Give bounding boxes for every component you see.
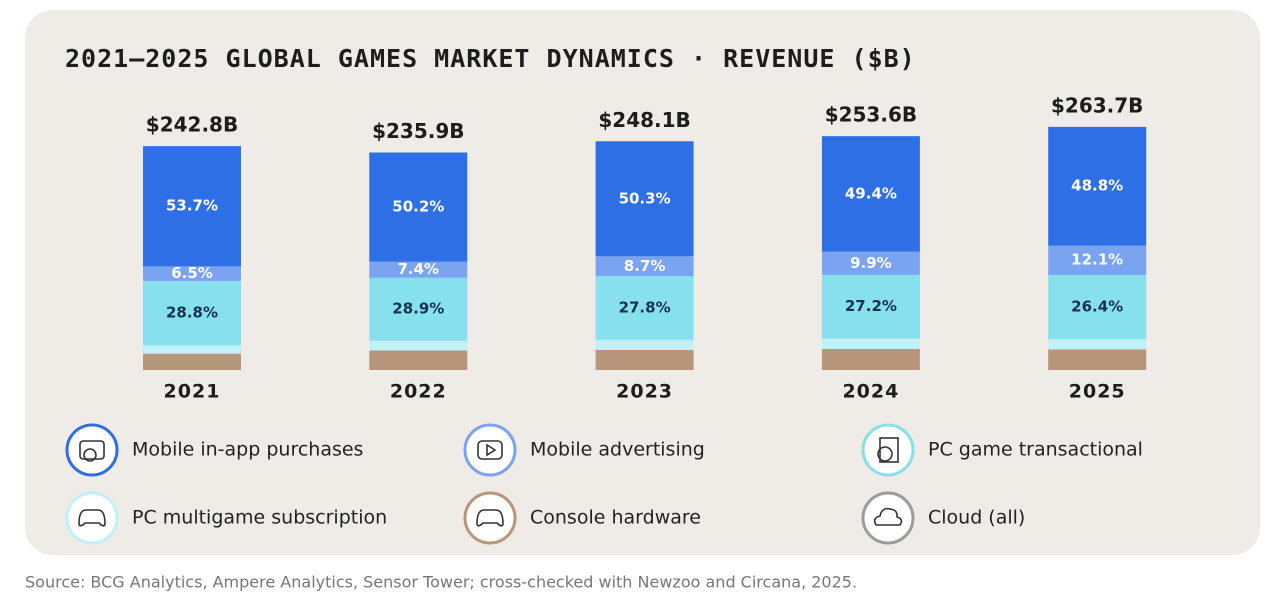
icon-shape	[79, 440, 105, 460]
segment-label: 49.4%	[845, 184, 897, 202]
legend-label: Mobile advertising	[530, 439, 705, 461]
bar-segment	[369, 261, 468, 278]
bar-segment	[369, 277, 468, 341]
bar-segment	[143, 266, 241, 281]
bar-segment	[369, 152, 468, 262]
bar-segment	[821, 348, 920, 370]
icon-shape	[476, 509, 504, 527]
bar-segment	[821, 251, 920, 275]
bar-segment	[143, 280, 241, 346]
bar-segment	[369, 340, 468, 351]
x-tick-label: 2021	[164, 381, 221, 403]
bar-segment	[595, 141, 694, 257]
legend-item: Mobile advertising	[463, 423, 705, 477]
segment-label: 7.4%	[397, 260, 439, 278]
segment-label: 53.7%	[166, 197, 218, 215]
bar-segment	[595, 276, 694, 340]
bar-segment	[143, 353, 241, 370]
legend-item: PC game transactional	[861, 423, 1143, 477]
bar-segment	[369, 350, 468, 370]
legend-label: Cloud (all)	[928, 507, 1025, 529]
icon-shape	[78, 509, 106, 527]
legend-icon	[861, 423, 915, 477]
bar-segment	[1048, 339, 1147, 350]
segment-label: 12.1%	[1071, 251, 1123, 269]
legend-icon	[65, 491, 119, 545]
bar-segment	[821, 274, 920, 339]
bar-segment	[821, 338, 920, 349]
legend-label: PC multigame subscription	[132, 507, 387, 529]
segment-label: 28.8%	[166, 304, 218, 322]
segment-label: 6.5%	[171, 264, 213, 282]
legend-icon	[463, 491, 517, 545]
icon-shape	[477, 440, 503, 460]
x-tick-label: 2025	[1069, 381, 1126, 403]
x-tick-label: 2023	[616, 381, 673, 403]
segment-label: 50.2%	[392, 198, 444, 216]
bar-segment	[595, 339, 694, 350]
segment-label: 26.4%	[1071, 298, 1123, 316]
total-label: $248.1B	[598, 108, 690, 132]
bar-segment	[143, 146, 241, 267]
legend-label: PC game transactional	[928, 439, 1143, 461]
bar-segment	[143, 345, 241, 354]
x-tick-label: 2024	[842, 381, 899, 403]
bar-segment	[1048, 245, 1147, 275]
segment-label: 9.9%	[850, 254, 892, 272]
chart-title: 2021–2025 GLOBAL GAMES MARKET DYNAMICS ·…	[65, 44, 916, 73]
total-label: $242.8B	[146, 113, 238, 137]
segment-label: 27.2%	[845, 297, 897, 315]
bar-segment	[1048, 349, 1147, 370]
segment-label: 50.3%	[619, 189, 671, 207]
legend-icon	[861, 491, 915, 545]
legend-item: Mobile in-app purchases	[65, 423, 363, 477]
total-label: $235.9B	[372, 119, 464, 143]
legend-item: PC multigame subscription	[65, 491, 387, 545]
segment-label: 8.7%	[624, 257, 666, 275]
total-label: $253.6B	[825, 103, 917, 127]
icon-shape	[877, 446, 893, 462]
x-tick-label: 2022	[390, 381, 447, 403]
total-label: $263.7B	[1051, 93, 1143, 117]
icon-shape	[873, 507, 903, 526]
source-note: Source: BCG Analytics, Ampere Analytics,…	[25, 573, 857, 592]
icon-shape	[486, 443, 497, 457]
bar-segment	[1048, 274, 1147, 340]
legend-item: Console hardware	[463, 491, 701, 545]
legend-item: Cloud (all)	[861, 491, 1025, 545]
bar-segment	[595, 256, 694, 277]
legend-label: Mobile in-app purchases	[132, 439, 363, 461]
bar-segment	[595, 349, 694, 370]
icon-shape	[83, 448, 97, 462]
segment-label: 48.8%	[1071, 177, 1123, 195]
bar-segment	[821, 136, 920, 252]
legend-label: Console hardware	[530, 507, 701, 529]
segment-label: 28.9%	[392, 300, 444, 318]
bar-segment	[1048, 126, 1147, 246]
segment-label: 27.8%	[619, 299, 671, 317]
legend-icon	[463, 423, 517, 477]
